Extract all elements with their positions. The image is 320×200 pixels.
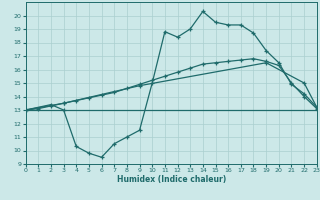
X-axis label: Humidex (Indice chaleur): Humidex (Indice chaleur): [116, 175, 226, 184]
